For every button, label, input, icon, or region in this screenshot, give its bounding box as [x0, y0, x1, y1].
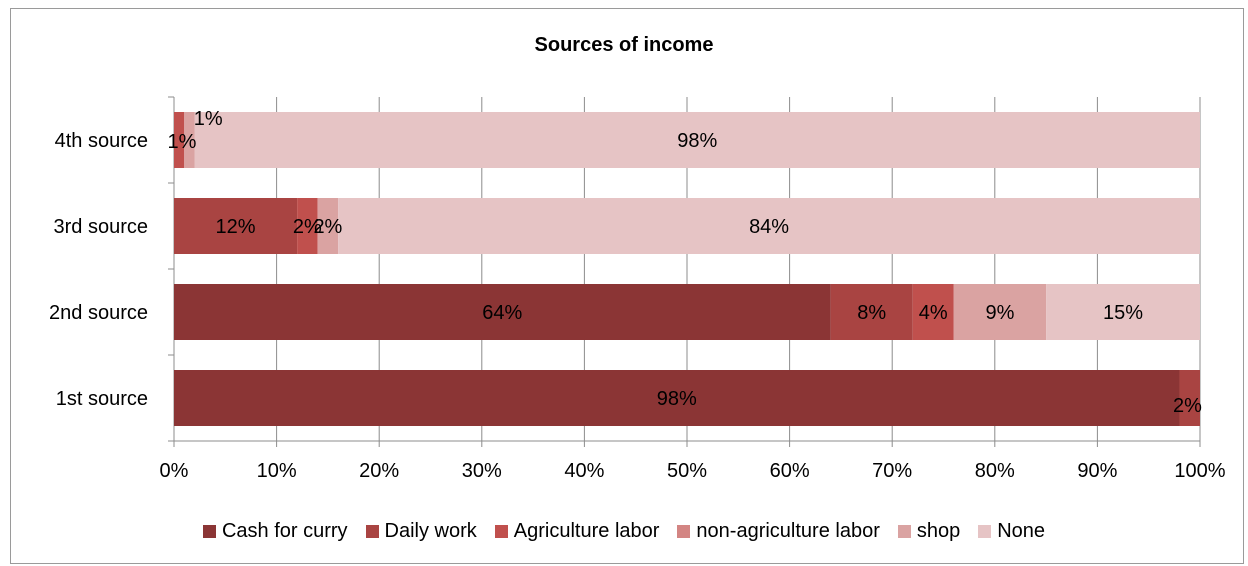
legend-swatch: [365, 525, 379, 538]
legend-item: Agriculture labor: [494, 520, 660, 543]
bar-segment: [184, 112, 195, 168]
bar-segment: [174, 284, 831, 340]
data-label: 15%: [1103, 302, 1143, 324]
legend-label: Daily work: [384, 520, 477, 542]
bar-segment: [174, 112, 185, 168]
x-tick-label: 20%: [359, 460, 399, 482]
bar-segment: [174, 370, 1180, 426]
data-label: 9%: [985, 302, 1014, 324]
legend-label: Agriculture labor: [513, 520, 660, 542]
x-tick-label: 90%: [1077, 460, 1117, 482]
bar-segment: [194, 112, 1200, 168]
x-tick-label: 70%: [872, 460, 912, 482]
data-label: 64%: [482, 302, 522, 324]
bar-segment: [830, 284, 913, 340]
chart-title: Sources of income: [534, 34, 714, 56]
category-label: 4th source: [55, 130, 148, 152]
data-label: 8%: [857, 302, 886, 324]
x-tick-label: 80%: [975, 460, 1015, 482]
legend: Cash for curry Daily work Agriculture labo…: [0, 520, 1248, 543]
data-label: 1%: [168, 131, 197, 153]
bar-segment: [338, 198, 1200, 254]
x-tick-label: 50%: [667, 460, 707, 482]
legend-item: None: [978, 520, 1045, 543]
legend-swatch: [494, 525, 508, 538]
bar-segment: [953, 284, 1047, 340]
x-tick-label: 60%: [770, 460, 810, 482]
bar-segment: [174, 198, 298, 254]
legend-swatch: [978, 525, 992, 538]
bar-segment: [1179, 370, 1200, 426]
legend-item: shop: [897, 520, 961, 543]
data-label: 84%: [749, 216, 789, 238]
x-tick-label: 100%: [1174, 460, 1225, 482]
data-label: 1%: [194, 108, 223, 130]
data-label: 2%: [1173, 395, 1202, 417]
bar-segment: [912, 284, 954, 340]
legend-swatch: [202, 525, 216, 538]
x-tick-label: 10%: [257, 460, 297, 482]
legend-item: Daily work: [365, 520, 477, 543]
legend-swatch: [897, 525, 911, 538]
data-label: 98%: [657, 388, 697, 410]
data-label: 2%: [293, 216, 322, 238]
category-label: 2nd source: [49, 302, 148, 324]
legend-label: Cash for curry: [221, 520, 348, 542]
x-tick-label: 40%: [564, 460, 604, 482]
legend-label: shop: [916, 520, 961, 542]
data-label: 98%: [677, 130, 717, 152]
data-label: 12%: [216, 216, 256, 238]
data-label: 2%: [313, 216, 342, 238]
legend-item: non-agriculture labor: [677, 520, 880, 543]
x-tick-label: 30%: [462, 460, 502, 482]
bar-segment: [297, 198, 318, 254]
x-tick-label: 0%: [160, 460, 189, 482]
legend-item: Cash for curry: [202, 520, 348, 543]
bar-segment: [317, 198, 339, 254]
bar-segment: [1046, 284, 1200, 340]
category-label: 3rd source: [54, 216, 149, 238]
data-label: 4%: [919, 302, 948, 324]
legend-label: None: [997, 520, 1046, 542]
legend-swatch: [677, 525, 691, 538]
legend-label: non-agriculture labor: [696, 520, 880, 542]
category-label: 1st source: [56, 388, 148, 410]
